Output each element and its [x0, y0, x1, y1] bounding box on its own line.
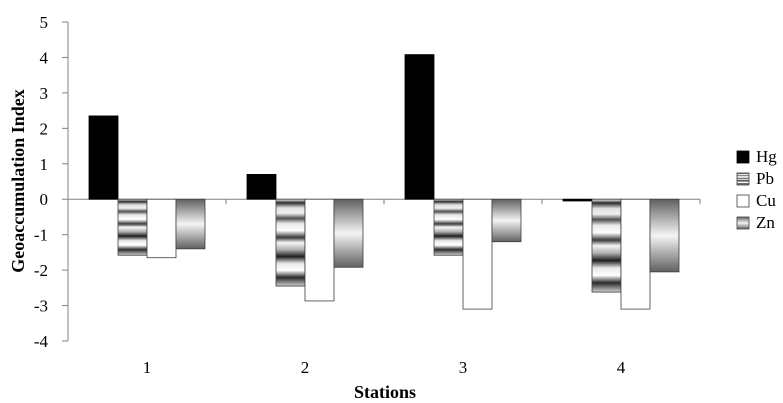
x-tick-label: 3: [459, 358, 468, 377]
bar-hg-station-2: [246, 174, 277, 200]
y-tick-label: 2: [40, 119, 49, 138]
bar-cu-station-1: [146, 198, 177, 259]
bar-hg-station-3: [404, 54, 435, 200]
y-tick-label: 3: [40, 84, 49, 103]
legend: Hg Pb Cu Zn: [736, 147, 777, 232]
legend-label-hg: Hg: [756, 147, 777, 166]
x-tick-label: 4: [617, 358, 626, 377]
y-tick-label: 0: [40, 190, 49, 209]
bar-zn-station-2: [333, 198, 364, 268]
bar-cu-station-2: [304, 198, 335, 302]
bar-zn-station-1: [175, 198, 206, 250]
y-axis: -4 -3 -2 -1 0 1 2 3 4 5: [34, 13, 69, 351]
bar-pb-station-3: [433, 198, 464, 256]
legend-label-zn: Zn: [756, 213, 775, 232]
bar-pb-station-1: [117, 198, 148, 256]
legend-swatch-hg: [736, 150, 750, 164]
y-tick-label: 4: [40, 48, 49, 67]
bar-zn-station-3: [491, 198, 522, 243]
bar-cu-station-4: [620, 198, 651, 310]
y-axis-title: Geoaccumulation Index: [8, 89, 28, 273]
legend-label-pb: Pb: [756, 169, 774, 188]
y-tick-label: -2: [34, 261, 48, 280]
bar-zn-station-4: [649, 198, 680, 273]
y-tick-label: -4: [34, 332, 49, 351]
legend-label-cu: Cu: [756, 191, 776, 210]
bar-pb-station-2: [275, 198, 306, 287]
y-tick-label: 1: [40, 155, 49, 174]
x-axis-title: Stations: [354, 382, 416, 402]
bars: [88, 54, 680, 310]
x-tick-label: 2: [301, 358, 310, 377]
bar-pb-station-4: [591, 198, 622, 293]
bar-cu-station-3: [462, 198, 493, 310]
x-tick-label: 1: [143, 358, 152, 377]
legend-swatch-pb: [736, 172, 750, 186]
legend-swatch-zn: [736, 216, 750, 230]
y-tick-label: -3: [34, 297, 48, 316]
y-tick-label: 5: [40, 13, 49, 32]
legend-swatch-cu: [736, 194, 750, 208]
bar-hg-station-4: [562, 198, 593, 202]
y-tick-label: -1: [34, 226, 48, 245]
bar-hg-station-1: [88, 115, 119, 200]
